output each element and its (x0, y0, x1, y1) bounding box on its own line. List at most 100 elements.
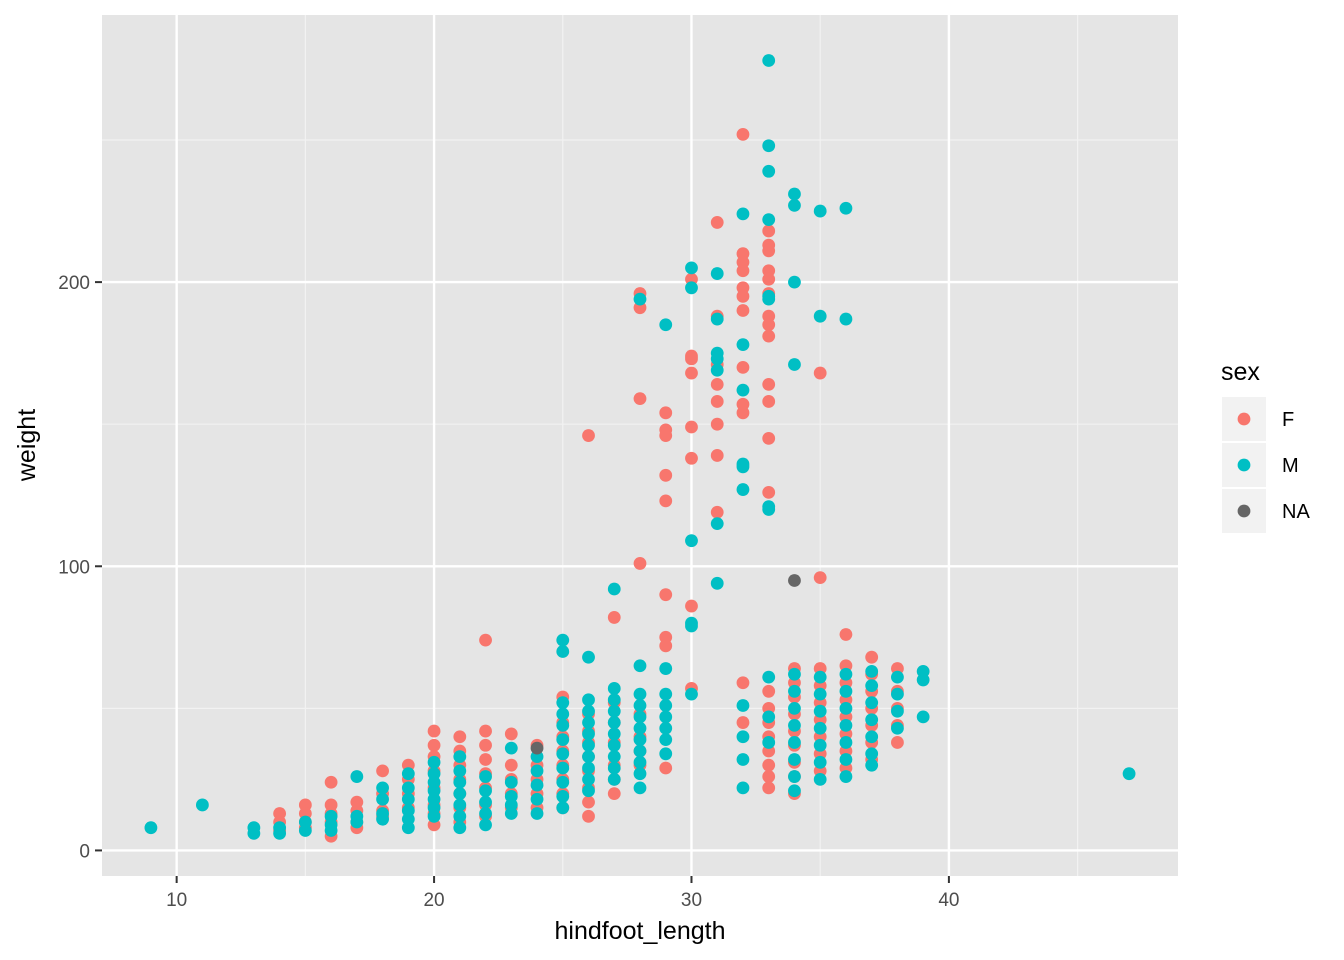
data-point-m (762, 292, 776, 306)
data-point-m (453, 750, 467, 764)
data-point-m (865, 747, 879, 761)
data-point-m (659, 318, 673, 332)
data-point-f (762, 378, 776, 391)
data-point-m (582, 716, 595, 729)
data-point-f (479, 633, 492, 647)
minor-gridlines (102, 15, 1178, 876)
data-point-m (427, 809, 441, 823)
data-point-f (762, 485, 776, 499)
data-point-m (504, 741, 518, 755)
data-point-m (762, 670, 776, 684)
data-point-m (376, 792, 389, 806)
data-point-f (736, 289, 750, 303)
data-point-m (659, 662, 673, 675)
data-point-m (453, 798, 467, 812)
x-tick-label: 30 (681, 890, 702, 911)
data-point-f (710, 505, 724, 519)
data-point-m (813, 772, 827, 786)
data-point-f (762, 781, 776, 795)
data-point-m (556, 801, 570, 815)
data-point-m (788, 358, 801, 371)
data-point-f (762, 329, 776, 343)
data-point-m (582, 738, 595, 752)
data-point-m (607, 582, 621, 596)
data-point-m (350, 770, 364, 783)
data-point-m (376, 812, 389, 826)
data-point-m (633, 781, 647, 795)
x-tick-label: 20 (423, 890, 444, 911)
data-point-m (736, 207, 750, 221)
data-point-m (762, 164, 776, 178)
data-point-m (607, 772, 621, 786)
data-point-m (865, 696, 879, 710)
data-point-f (685, 599, 698, 613)
data-point-m (556, 790, 570, 803)
data-point-m (582, 761, 595, 775)
data-point-m (736, 460, 750, 474)
data-point-m (813, 670, 827, 684)
data-point-f (710, 216, 724, 229)
data-point-m (556, 761, 570, 775)
data-point-m (607, 716, 621, 729)
data-point-m (530, 778, 544, 792)
data-point-m (401, 792, 415, 806)
data-point-m (839, 684, 853, 698)
data-point-m (710, 352, 724, 366)
data-point-m (659, 710, 673, 724)
data-point-m (839, 718, 853, 732)
data-point-m (736, 730, 750, 744)
data-point-m (633, 710, 647, 724)
data-point-f (762, 758, 776, 772)
data-point-m (427, 755, 441, 769)
data-point-m (710, 517, 724, 531)
data-point-m (530, 764, 544, 778)
data-point-m (813, 755, 827, 769)
data-point-m (607, 750, 621, 764)
data-point-m (710, 267, 724, 280)
data-point-m (891, 670, 904, 684)
data-point-m (839, 736, 853, 749)
data-point-m (607, 738, 621, 752)
data-point-f (891, 736, 904, 749)
data-point-f (736, 264, 750, 278)
legend-title: sex (1221, 358, 1260, 386)
data-point-m (247, 826, 261, 840)
x-axis-title: hindfoot_length (555, 917, 726, 945)
data-point-f (736, 360, 750, 374)
data-point-f (582, 809, 595, 823)
data-point-m (865, 758, 879, 772)
data-point-m (762, 139, 776, 153)
data-point-m (736, 753, 750, 766)
data-point-m (659, 687, 673, 701)
data-point-m (582, 650, 595, 664)
data-point-m (633, 744, 647, 758)
legend: sex F M NA (1221, 358, 1310, 533)
data-point-f (659, 761, 673, 775)
data-point-m (401, 821, 415, 835)
data-point-f (453, 730, 467, 744)
y-axis: 0 100 200 (58, 273, 102, 862)
data-point-m (891, 721, 904, 735)
data-point-f (736, 406, 750, 420)
data-point-m (865, 713, 879, 727)
data-point-m (504, 807, 518, 820)
data-point-m (710, 576, 724, 590)
data-point-m (710, 363, 724, 377)
data-point-m (736, 483, 750, 496)
data-point-m (736, 383, 750, 397)
data-point-m (659, 747, 673, 761)
data-point-f (376, 764, 389, 778)
data-point-m (479, 795, 492, 809)
data-point-m (916, 710, 930, 724)
data-point-m (762, 736, 776, 749)
x-axis: 10 20 30 40 (166, 876, 959, 911)
data-point-m (685, 619, 698, 633)
data-point-m (659, 721, 673, 735)
data-point-m (685, 687, 698, 701)
legend-label-na: NA (1282, 501, 1310, 523)
data-point-f (762, 272, 776, 286)
data-point-f (659, 494, 673, 508)
data-point-m (788, 198, 801, 212)
data-point-m (376, 781, 389, 795)
legend-label-f: F (1282, 409, 1294, 431)
